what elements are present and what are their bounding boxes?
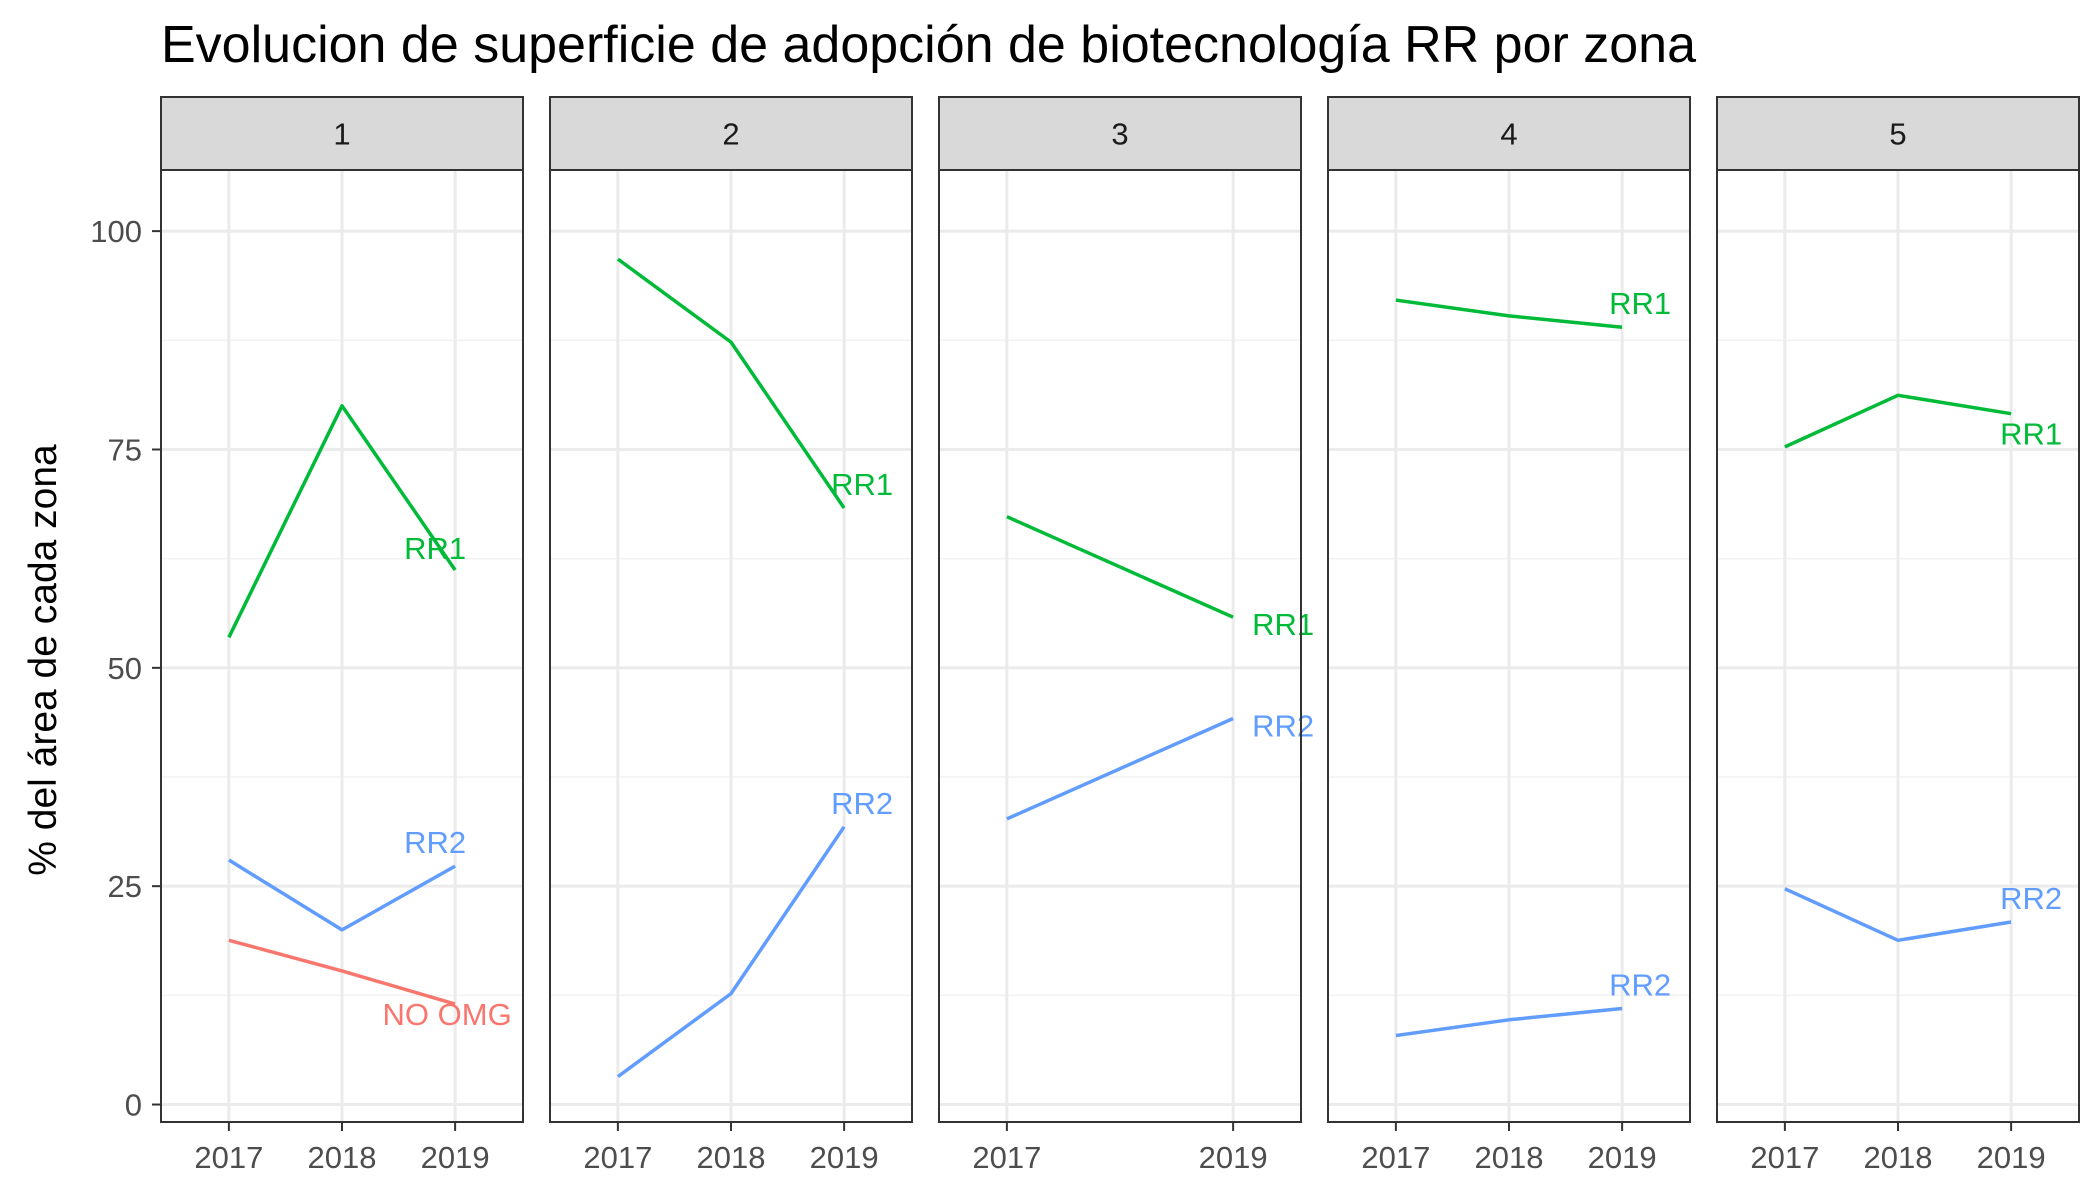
series-line-rr2 — [1784, 887, 2012, 943]
y-axis: 0 25 50 75 100 — [90, 214, 161, 1123]
facet-strip-label: 5 — [1889, 117, 1906, 152]
x-tick-label: 2018 — [1864, 1140, 1933, 1175]
series-label: RR1 — [1609, 286, 1671, 321]
series-line-rr1 — [1006, 515, 1234, 619]
y-axis-label: % del área de cada zona — [22, 444, 65, 876]
y-tick-label: 75 — [108, 432, 142, 467]
facet-panel-1: RR1 RR2 NO OMG 1 2017 2018 2019 — [160, 96, 524, 1175]
x-tick-label: 2019 — [421, 1140, 490, 1175]
series-line-rr2 — [1395, 1006, 1623, 1038]
facet-panel-3: RR1 RR2 3 2017 2019 — [938, 96, 1314, 1175]
y-tick-label: 100 — [90, 214, 142, 249]
x-tick-label: 2017 — [1361, 1140, 1430, 1175]
facet-strip — [1716, 96, 2080, 171]
facet-panel-2: RR1 RR2 2 2017 2018 2019 — [549, 96, 913, 1175]
y-tick-label: 25 — [108, 869, 142, 904]
facet-strip-label: 2 — [722, 117, 739, 152]
x-tick-label: 2017 — [972, 1140, 1041, 1175]
series-label: RR2 — [2000, 881, 2062, 916]
series-label: RR1 — [1252, 607, 1314, 642]
series-line-rr2 — [1006, 716, 1234, 821]
panel-background — [939, 170, 1301, 1122]
facet-strip — [1327, 96, 1691, 171]
x-tick-label: 2017 — [583, 1140, 652, 1175]
facet-strip — [160, 96, 524, 171]
series-line-rr2 — [616, 825, 846, 1079]
facet-panel-4: RR1 RR2 4 2017 2018 2019 — [1327, 96, 1691, 1175]
series-label: RR1 — [404, 531, 466, 566]
facet-strip-label: 1 — [333, 117, 350, 152]
series-line-rr2 — [227, 858, 456, 932]
x-tick-label: 2017 — [1750, 1140, 1819, 1175]
series-label: RR1 — [2000, 417, 2062, 452]
x-tick-label: 2019 — [810, 1140, 879, 1175]
series-line-no-omg — [228, 938, 456, 1006]
x-tick-label: 2019 — [1588, 1140, 1657, 1175]
series-line-rr1 — [1784, 393, 2012, 449]
series-line-rr1 — [1395, 298, 1623, 329]
series-label: RR2 — [1609, 967, 1671, 1002]
facet-strip-label: 4 — [1500, 117, 1517, 152]
y-tick-label: 50 — [108, 651, 142, 686]
series-label: RR2 — [404, 825, 466, 860]
x-tick-label: 2019 — [1977, 1140, 2046, 1175]
series-line-rr1 — [227, 404, 457, 639]
x-tick-label: 2018 — [308, 1140, 377, 1175]
series-label: RR1 — [831, 467, 893, 502]
x-tick-label: 2018 — [1475, 1140, 1544, 1175]
y-tick-label: 0 — [125, 1088, 142, 1123]
facet-panels: RR1 RR2 NO OMG 1 2017 2018 2019 RR1 RR2 2 2017 2018… — [160, 96, 2080, 1175]
chart-title: Evolucion de superficie de adopción de b… — [161, 16, 1696, 74]
series-line-rr1 — [616, 257, 846, 509]
facet-strip-label: 3 — [1111, 117, 1128, 152]
series-label: RR2 — [1252, 708, 1314, 743]
x-tick-label: 2017 — [194, 1140, 263, 1175]
series-label: NO OMG — [383, 997, 512, 1032]
series-label: RR2 — [831, 786, 893, 821]
facet-strip — [938, 96, 1302, 171]
facet-strip — [549, 96, 913, 171]
facet-panel-5: RR1 RR2 5 2017 2018 2019 — [1716, 96, 2080, 1175]
x-tick-label: 2019 — [1199, 1140, 1268, 1175]
x-tick-label: 2018 — [697, 1140, 766, 1175]
